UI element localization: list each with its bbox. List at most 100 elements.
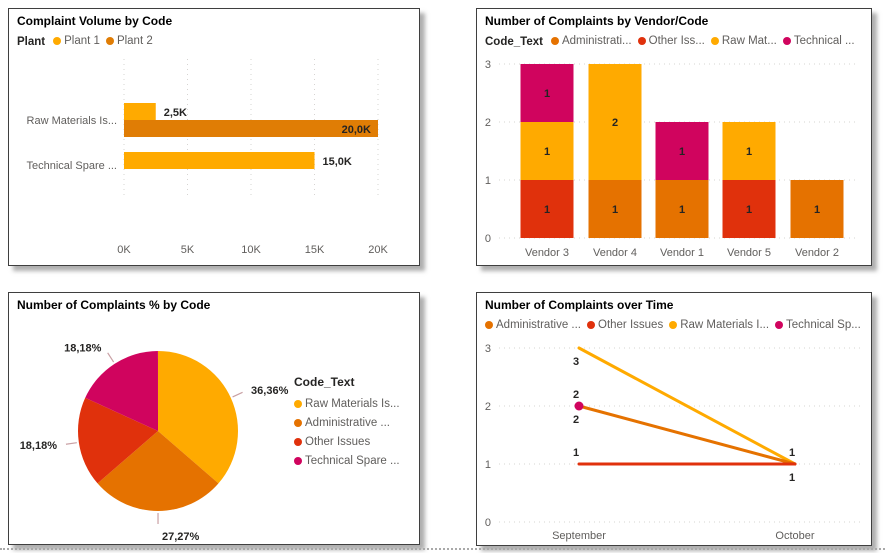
legend: Code_Text Administrati... Other Iss... Raw… [485,35,861,48]
chart-title: Number of Complaints over Time [485,298,674,312]
bar-segment[interactable] [520,180,574,238]
card-complaints-over-time[interactable]: Number of Complaints over Time Administr… [476,292,872,546]
line-series[interactable] [577,346,797,466]
line-point-label: 2 [573,389,579,401]
leader-line [232,391,243,398]
bar-segment[interactable] [124,152,315,169]
value-label: 2,5K [164,107,187,119]
axis-tick-label: 1 [485,459,491,471]
legend-item[interactable]: Administrati... [550,35,632,47]
pie-slice[interactable] [85,351,158,431]
legend-item[interactable]: Other Issues [587,319,663,331]
bar-segment[interactable] [124,103,156,120]
legend-item[interactable]: Other Issues [294,436,400,448]
legend-label: Administrative ... [305,417,390,429]
pie-percent-label: 18,18% [20,440,58,452]
bar-chart-plot: 0K 5K 10K 15K 20K Raw Materials Is... 2,5K 20,0… [27,59,388,256]
bar-segment[interactable] [722,122,776,180]
axis-tick-label: 0K [117,244,131,256]
legend: Plant Plant 1 Plant 2 [17,35,159,48]
legend-dot-icon [294,457,302,465]
card-complaint-volume[interactable]: Complaint Volume by Code Plant Plant 1 Pl… [8,8,420,266]
line-series[interactable] [577,404,797,466]
legend-item[interactable]: Raw Mat... [710,35,777,47]
pie-chart-plot: 36,36% 27,27% 18,18% 18,18% [20,343,289,543]
page-boundary-divider [0,548,885,550]
legend-dot-icon [294,438,302,446]
chart-title: Number of Complaints by Vendor/Code [485,14,709,28]
legend-dot-icon [637,37,646,45]
legend-title: Plant [17,35,46,48]
stacked-column-plot: 0 1 2 3 Vendor 3 1 1 1 Vendor 4 1 2 Vendor 1 1 1 Vendo… [485,59,859,259]
legend-label: Raw Materials I... [680,319,770,331]
legend-item[interactable]: Administrative ... [485,319,581,331]
category-label: Vendor 3 [525,247,569,259]
pie-percent-label: 36,36% [251,385,289,397]
legend-label: Administrati... [561,35,632,47]
legend-item[interactable]: Raw Materials I... [669,319,769,331]
chart-title: Complaint Volume by Code [17,14,173,28]
bar-segment[interactable] [124,120,378,137]
pie-slice[interactable] [158,351,238,484]
axis-tick-label: 15K [305,244,325,256]
axis-tick-label: 0 [485,233,491,245]
legend: Administrative ... Other Issues Raw Materi… [485,319,867,332]
legend-dot-icon [775,321,784,329]
line-point-label: 2 [573,414,579,426]
marker-dot[interactable] [574,401,584,411]
category-label: Vendor 5 [727,247,771,259]
category-label: Vendor 4 [593,247,637,259]
line-point-label: 3 [573,356,579,368]
value-label: 1 [544,88,550,100]
legend-label: Other Issues [598,319,664,331]
axis-tick-label: 20K [368,244,388,256]
category-label: Vendor 1 [660,247,704,259]
legend-item[interactable]: Technical Sp... [775,319,861,331]
line-chart-plot: 0 1 2 3 September October 3 2 2 1 1 1 [485,343,863,542]
value-label: 1 [679,146,685,158]
leader-line [65,442,77,445]
pie-slice[interactable] [78,397,158,484]
legend-label: Other Issues [305,436,371,448]
legend-items: Plant 1 Plant 2 [53,35,159,48]
legend-dot-icon [669,321,678,329]
value-label: 2 [612,117,618,129]
legend-dot-icon [710,37,719,45]
bar-segment[interactable] [790,180,844,238]
legend-item[interactable]: Plant 1 [53,35,100,47]
legend-items: Administrative ... Other Issues Raw Materi… [485,319,867,332]
category-label: Vendor 2 [795,247,839,259]
category-label: Technical Spare ... [27,160,118,172]
value-label: 1 [544,204,550,216]
legend-title: Code_Text [294,375,355,389]
legend-dot-icon [550,37,559,45]
legend-label: Technical Spare ... [305,455,400,467]
legend-item[interactable]: Technical ... [782,35,855,47]
legend-dot-icon [105,37,114,45]
value-label: 15,0K [323,156,352,168]
category-label: Raw Materials Is... [27,115,117,127]
bar-segment[interactable] [655,180,709,238]
axis-tick-label: 2 [485,401,491,413]
bar-segment[interactable] [520,64,574,122]
legend-title: Code_Text [485,35,543,48]
legend-item[interactable]: Raw Materials Is... [294,398,400,410]
pie-slice[interactable] [97,431,219,511]
legend-item[interactable]: Technical Spare ... [294,455,400,467]
card-complaints-by-vendor[interactable]: Number of Complaints by Vendor/Code Code… [476,8,872,266]
legend-item[interactable]: Other Iss... [637,35,705,47]
category-label: September [552,530,606,542]
legend-item[interactable]: Plant 2 [105,35,153,47]
bar-segment[interactable] [588,180,642,238]
value-label: 1 [612,204,618,216]
bar-segment[interactable] [655,122,709,180]
bar-segment[interactable] [588,64,642,180]
bar-segment[interactable] [520,122,574,180]
bar-segment[interactable] [722,180,776,238]
legend-item[interactable]: Administrative ... [294,417,400,429]
legend-label: Plant 1 [64,35,100,47]
legend-dot-icon [782,37,791,45]
axis-tick-label: 3 [485,343,491,355]
card-complaints-pct[interactable]: Number of Complaints % by Code 36,36% 27,… [8,292,420,545]
